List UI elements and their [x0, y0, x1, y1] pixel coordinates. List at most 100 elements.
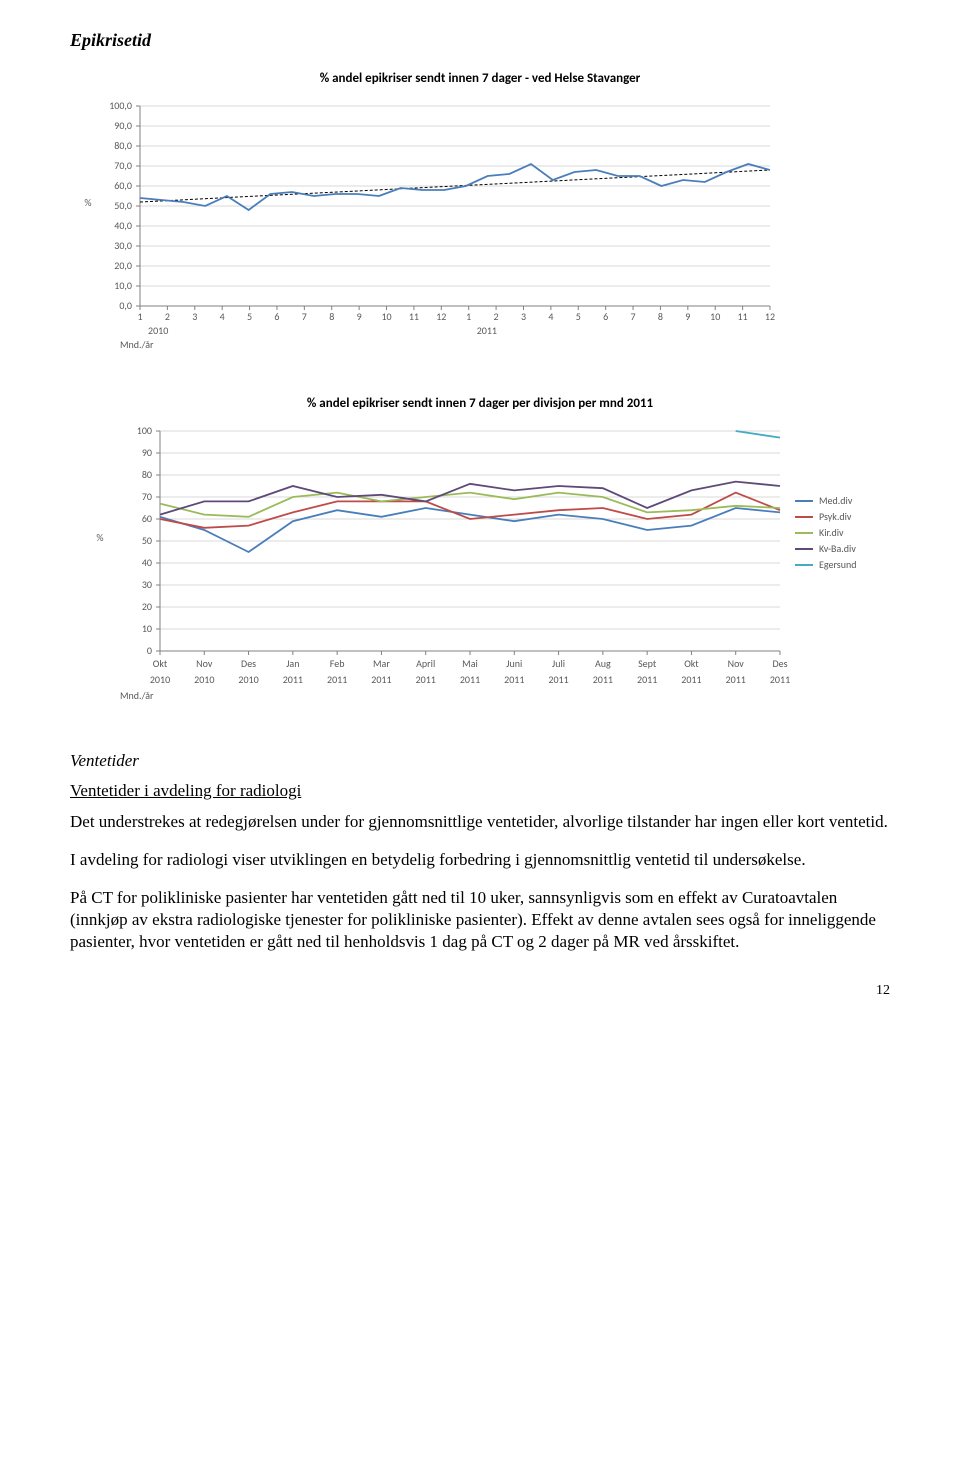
chart-1: % andel epikriser sendt innen 7 dager - … [70, 71, 890, 356]
svg-text:2011: 2011 [681, 673, 701, 686]
svg-text:11: 11 [409, 310, 419, 323]
paragraph-2: I avdeling for radiologi viser utvikling… [70, 849, 890, 871]
svg-text:3: 3 [192, 310, 197, 323]
svg-text:12: 12 [765, 310, 775, 323]
svg-text:Mnd./år: Mnd./år [120, 338, 154, 351]
svg-text:6: 6 [603, 310, 608, 323]
svg-text:10: 10 [710, 310, 720, 323]
chart-2-svg: 0 10 20 30 40 50 60 70 80 90 100 Okt 2010 Nov 2010 Des 2… [70, 421, 890, 711]
svg-text:Juli: Juli [552, 657, 565, 670]
svg-text:2011: 2011 [371, 673, 391, 686]
svg-text:80: 80 [142, 468, 152, 481]
svg-text:9: 9 [685, 310, 690, 323]
svg-text:2011: 2011 [460, 673, 480, 686]
svg-text:60: 60 [142, 512, 152, 525]
svg-text:2: 2 [494, 310, 499, 323]
svg-text:4: 4 [220, 310, 225, 323]
svg-text:2010: 2010 [150, 673, 170, 686]
svg-text:2011: 2011 [637, 673, 657, 686]
svg-text:12: 12 [436, 310, 446, 323]
svg-text:Kir.div: Kir.div [819, 526, 844, 539]
svg-text:7: 7 [302, 310, 307, 323]
svg-text:%: % [96, 531, 103, 544]
svg-text:1: 1 [466, 310, 471, 323]
svg-text:20: 20 [142, 600, 152, 613]
svg-text:Okt: Okt [684, 657, 699, 670]
paragraph-3: På CT for polikliniske pasienter har ven… [70, 887, 890, 953]
svg-text:Med.div: Med.div [819, 494, 853, 507]
svg-text:2: 2 [165, 310, 170, 323]
svg-text:70,0: 70,0 [114, 159, 132, 172]
svg-text:2011: 2011 [416, 673, 436, 686]
svg-text:2010: 2010 [238, 673, 258, 686]
svg-text:Mnd./år: Mnd./år [120, 689, 154, 702]
svg-text:Feb: Feb [330, 657, 345, 670]
svg-text:Nov: Nov [728, 657, 745, 670]
svg-text:Psyk.div: Psyk.div [819, 510, 852, 523]
svg-text:1: 1 [137, 310, 142, 323]
chart-2-title: % andel epikriser sendt innen 7 dager pe… [70, 396, 890, 411]
svg-text:Mai: Mai [462, 657, 478, 670]
svg-text:2011: 2011 [477, 324, 497, 337]
chart-2: % andel epikriser sendt innen 7 dager pe… [70, 396, 890, 711]
svg-text:Jan: Jan [286, 657, 299, 670]
svg-text:5: 5 [247, 310, 252, 323]
svg-text:2010: 2010 [148, 324, 168, 337]
svg-text:Des: Des [241, 657, 256, 670]
svg-text:Kv-Ba.div: Kv-Ba.div [819, 542, 856, 555]
chart-1-title: % andel epikriser sendt innen 7 dager - … [70, 71, 890, 86]
svg-text:Aug: Aug [595, 657, 611, 670]
svg-text:40: 40 [142, 556, 152, 569]
svg-text:8: 8 [658, 310, 663, 323]
svg-text:Juni: Juni [506, 657, 522, 670]
svg-text:10: 10 [381, 310, 391, 323]
svg-text:Mar: Mar [373, 657, 390, 670]
svg-text:2011: 2011 [548, 673, 568, 686]
svg-text:5: 5 [576, 310, 581, 323]
svg-text:30: 30 [142, 578, 152, 591]
svg-text:9: 9 [357, 310, 362, 323]
svg-text:100: 100 [137, 424, 152, 437]
svg-text:2011: 2011 [726, 673, 746, 686]
svg-text:3: 3 [521, 310, 526, 323]
svg-text:Egersund: Egersund [819, 558, 856, 571]
svg-text:11: 11 [738, 310, 748, 323]
svg-text:60,0: 60,0 [114, 179, 132, 192]
svg-text:2011: 2011 [504, 673, 524, 686]
svg-text:10,0: 10,0 [114, 279, 132, 292]
svg-text:6: 6 [274, 310, 279, 323]
page-number: 12 [70, 983, 890, 999]
svg-text:50,0: 50,0 [114, 199, 132, 212]
svg-text:8: 8 [329, 310, 334, 323]
svg-text:2011: 2011 [593, 673, 613, 686]
svg-text:2011: 2011 [770, 673, 790, 686]
heading-ventetider: Ventetider [70, 751, 890, 771]
svg-text:0,0: 0,0 [119, 299, 132, 312]
svg-text:90,0: 90,0 [114, 119, 132, 132]
chart-1-svg: 0,0 10,0 20,0 30,0 40,0 50,0 60,0 70,0 80,0 90,0 1… [70, 96, 790, 356]
svg-text:0: 0 [147, 644, 152, 657]
svg-text:10: 10 [142, 622, 152, 635]
svg-text:Des: Des [772, 657, 787, 670]
svg-text:100,0: 100,0 [109, 99, 132, 112]
svg-text:2011: 2011 [283, 673, 303, 686]
svg-text:90: 90 [142, 446, 152, 459]
svg-text:2010: 2010 [194, 673, 214, 686]
svg-text:%: % [84, 196, 91, 209]
paragraph-1: Det understrekes at redegjørelsen under … [70, 811, 890, 833]
svg-text:Sept: Sept [638, 657, 657, 670]
svg-text:4: 4 [548, 310, 553, 323]
svg-text:20,0: 20,0 [114, 259, 132, 272]
svg-text:70: 70 [142, 490, 152, 503]
heading-ventetider-sub: Ventetider i avdeling for radiologi [70, 781, 890, 801]
svg-text:April: April [416, 657, 435, 670]
svg-text:2011: 2011 [327, 673, 347, 686]
svg-text:Okt: Okt [153, 657, 168, 670]
svg-text:30,0: 30,0 [114, 239, 132, 252]
heading-epikrisetid: Epikrisetid [70, 30, 890, 51]
svg-text:7: 7 [631, 310, 636, 323]
svg-text:50: 50 [142, 534, 152, 547]
svg-text:40,0: 40,0 [114, 219, 132, 232]
svg-text:Nov: Nov [196, 657, 213, 670]
svg-text:80,0: 80,0 [114, 139, 132, 152]
